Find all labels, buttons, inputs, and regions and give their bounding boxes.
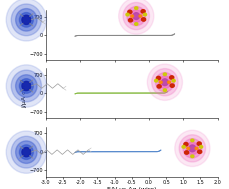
Ellipse shape bbox=[16, 75, 37, 97]
Ellipse shape bbox=[131, 15, 134, 17]
Ellipse shape bbox=[163, 89, 166, 91]
Ellipse shape bbox=[172, 79, 175, 82]
Ellipse shape bbox=[135, 7, 138, 9]
Ellipse shape bbox=[155, 79, 158, 82]
Ellipse shape bbox=[199, 146, 203, 148]
Ellipse shape bbox=[19, 145, 33, 160]
Ellipse shape bbox=[187, 147, 190, 149]
Ellipse shape bbox=[123, 2, 150, 30]
Ellipse shape bbox=[159, 76, 171, 88]
Ellipse shape bbox=[198, 150, 202, 153]
Ellipse shape bbox=[183, 139, 202, 158]
Ellipse shape bbox=[16, 9, 37, 31]
Ellipse shape bbox=[143, 13, 147, 16]
Ellipse shape bbox=[141, 10, 145, 13]
Ellipse shape bbox=[191, 139, 194, 142]
X-axis label: E/V vs Ag (wire): E/V vs Ag (wire) bbox=[107, 187, 156, 189]
Ellipse shape bbox=[142, 18, 146, 21]
Ellipse shape bbox=[185, 151, 189, 154]
Ellipse shape bbox=[11, 70, 41, 102]
Ellipse shape bbox=[170, 76, 174, 79]
Ellipse shape bbox=[128, 19, 133, 22]
Ellipse shape bbox=[159, 81, 162, 83]
Ellipse shape bbox=[6, 131, 46, 173]
Y-axis label: j/μA cm⁻²: j/μA cm⁻² bbox=[21, 78, 27, 108]
Ellipse shape bbox=[130, 10, 142, 22]
Ellipse shape bbox=[157, 85, 161, 88]
Ellipse shape bbox=[19, 12, 33, 27]
Ellipse shape bbox=[133, 13, 139, 19]
Ellipse shape bbox=[152, 69, 178, 96]
Ellipse shape bbox=[191, 155, 194, 158]
Ellipse shape bbox=[22, 15, 31, 25]
Ellipse shape bbox=[126, 13, 129, 16]
Ellipse shape bbox=[119, 0, 154, 34]
Ellipse shape bbox=[11, 4, 41, 36]
Ellipse shape bbox=[155, 73, 174, 92]
Ellipse shape bbox=[16, 141, 37, 163]
Ellipse shape bbox=[175, 130, 210, 167]
Ellipse shape bbox=[168, 81, 170, 83]
Ellipse shape bbox=[11, 136, 41, 168]
Ellipse shape bbox=[156, 76, 161, 80]
Ellipse shape bbox=[186, 142, 198, 155]
Ellipse shape bbox=[128, 10, 132, 14]
Ellipse shape bbox=[182, 146, 185, 148]
Ellipse shape bbox=[22, 147, 31, 157]
Ellipse shape bbox=[6, 65, 46, 107]
Ellipse shape bbox=[147, 64, 183, 100]
Ellipse shape bbox=[195, 147, 198, 149]
Ellipse shape bbox=[184, 143, 188, 146]
Ellipse shape bbox=[197, 142, 201, 145]
Ellipse shape bbox=[139, 15, 142, 17]
Ellipse shape bbox=[19, 79, 33, 93]
Ellipse shape bbox=[127, 6, 146, 26]
Ellipse shape bbox=[170, 84, 174, 87]
Ellipse shape bbox=[6, 0, 46, 41]
Ellipse shape bbox=[179, 135, 206, 162]
Ellipse shape bbox=[162, 79, 168, 86]
Ellipse shape bbox=[22, 81, 31, 91]
Ellipse shape bbox=[163, 73, 166, 76]
Ellipse shape bbox=[189, 145, 196, 152]
Ellipse shape bbox=[135, 23, 138, 25]
